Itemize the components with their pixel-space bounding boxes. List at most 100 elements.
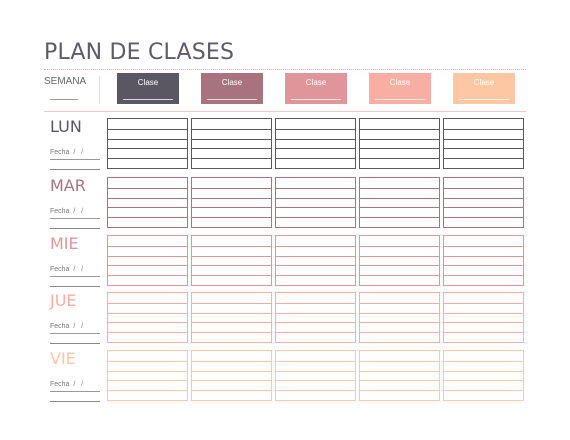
lesson-line[interactable] <box>192 138 271 140</box>
lesson-line[interactable] <box>108 370 187 372</box>
class-header-3[interactable]: Clase <box>285 73 347 104</box>
lesson-line[interactable] <box>360 128 439 130</box>
lesson-line[interactable] <box>192 312 271 314</box>
lesson-line[interactable] <box>360 158 439 160</box>
lesson-box-lun-5[interactable] <box>443 118 524 169</box>
lesson-line[interactable] <box>192 302 271 304</box>
lesson-line[interactable] <box>360 207 439 209</box>
lesson-line[interactable] <box>444 158 523 160</box>
lesson-line[interactable] <box>360 255 439 257</box>
lesson-box-vie-4[interactable] <box>359 350 440 401</box>
semana-write-line[interactable] <box>50 99 78 100</box>
lesson-line[interactable] <box>108 187 187 189</box>
lesson-line[interactable] <box>444 265 523 267</box>
lesson-line[interactable] <box>276 138 355 140</box>
lesson-line[interactable] <box>108 255 187 257</box>
lesson-line[interactable] <box>360 390 439 392</box>
class-header-1[interactable]: Clase <box>117 73 179 104</box>
lesson-box-mar-4[interactable] <box>359 177 440 228</box>
lesson-line[interactable] <box>444 138 523 140</box>
lesson-line[interactable] <box>444 380 523 382</box>
lesson-line[interactable] <box>108 158 187 160</box>
lesson-line[interactable] <box>192 370 271 372</box>
lesson-box-jue-4[interactable] <box>359 292 440 343</box>
lesson-line[interactable] <box>444 312 523 314</box>
lesson-box-mar-1[interactable] <box>107 177 188 228</box>
lesson-line[interactable] <box>192 380 271 382</box>
lesson-line[interactable] <box>444 148 523 150</box>
lesson-line[interactable] <box>192 255 271 257</box>
lesson-line[interactable] <box>276 275 355 277</box>
lesson-line[interactable] <box>108 138 187 140</box>
lesson-line[interactable] <box>276 265 355 267</box>
lesson-line[interactable] <box>444 332 523 334</box>
lesson-line[interactable] <box>276 158 355 160</box>
lesson-box-mie-5[interactable] <box>443 235 524 286</box>
lesson-line[interactable] <box>360 197 439 199</box>
lesson-line[interactable] <box>360 138 439 140</box>
lesson-line[interactable] <box>192 265 271 267</box>
lesson-box-lun-1[interactable] <box>107 118 188 169</box>
lesson-line[interactable] <box>108 312 187 314</box>
lesson-line[interactable] <box>444 390 523 392</box>
lesson-line[interactable] <box>360 217 439 219</box>
lesson-line[interactable] <box>108 390 187 392</box>
lesson-line[interactable] <box>276 128 355 130</box>
lesson-line[interactable] <box>108 207 187 209</box>
lesson-line[interactable] <box>360 312 439 314</box>
lesson-box-mie-3[interactable] <box>275 235 356 286</box>
lesson-line[interactable] <box>276 217 355 219</box>
fecha-write-line[interactable] <box>50 218 100 219</box>
lesson-box-mie-1[interactable] <box>107 235 188 286</box>
lesson-line[interactable] <box>276 312 355 314</box>
lesson-line[interactable] <box>360 275 439 277</box>
lesson-box-mie-4[interactable] <box>359 235 440 286</box>
lesson-line[interactable] <box>360 187 439 189</box>
lesson-line[interactable] <box>276 332 355 334</box>
lesson-line[interactable] <box>192 390 271 392</box>
lesson-line[interactable] <box>192 332 271 334</box>
lesson-line[interactable] <box>444 322 523 324</box>
lesson-line[interactable] <box>276 390 355 392</box>
class-header-2[interactable]: Clase <box>201 73 263 104</box>
fecha-write-line[interactable] <box>50 276 100 277</box>
lesson-line[interactable] <box>108 332 187 334</box>
lesson-line[interactable] <box>108 148 187 150</box>
lesson-line[interactable] <box>444 187 523 189</box>
fecha-write-line[interactable] <box>50 159 100 160</box>
lesson-box-jue-2[interactable] <box>191 292 272 343</box>
lesson-line[interactable] <box>192 360 271 362</box>
lesson-box-vie-3[interactable] <box>275 350 356 401</box>
lesson-box-jue-5[interactable] <box>443 292 524 343</box>
lesson-line[interactable] <box>276 380 355 382</box>
lesson-line[interactable] <box>444 197 523 199</box>
lesson-line[interactable] <box>108 128 187 130</box>
lesson-line[interactable] <box>192 245 271 247</box>
lesson-line[interactable] <box>444 302 523 304</box>
lesson-line[interactable] <box>444 245 523 247</box>
lesson-line[interactable] <box>360 380 439 382</box>
lesson-line[interactable] <box>360 148 439 150</box>
lesson-line[interactable] <box>192 187 271 189</box>
lesson-box-vie-1[interactable] <box>107 350 188 401</box>
lesson-line[interactable] <box>360 370 439 372</box>
lesson-line[interactable] <box>444 128 523 130</box>
fecha-write-line[interactable] <box>50 333 100 334</box>
lesson-line[interactable] <box>192 148 271 150</box>
lesson-line[interactable] <box>192 275 271 277</box>
lesson-line[interactable] <box>444 370 523 372</box>
lesson-line[interactable] <box>444 217 523 219</box>
lesson-line[interactable] <box>360 245 439 247</box>
lesson-box-jue-3[interactable] <box>275 292 356 343</box>
lesson-line[interactable] <box>276 148 355 150</box>
lesson-line[interactable] <box>108 265 187 267</box>
lesson-line[interactable] <box>192 207 271 209</box>
lesson-line[interactable] <box>276 255 355 257</box>
lesson-line[interactable] <box>108 275 187 277</box>
lesson-line[interactable] <box>360 265 439 267</box>
class-header-4[interactable]: Clase <box>369 73 431 104</box>
lesson-line[interactable] <box>444 207 523 209</box>
lesson-box-mar-5[interactable] <box>443 177 524 228</box>
lesson-line[interactable] <box>192 158 271 160</box>
lesson-line[interactable] <box>192 128 271 130</box>
